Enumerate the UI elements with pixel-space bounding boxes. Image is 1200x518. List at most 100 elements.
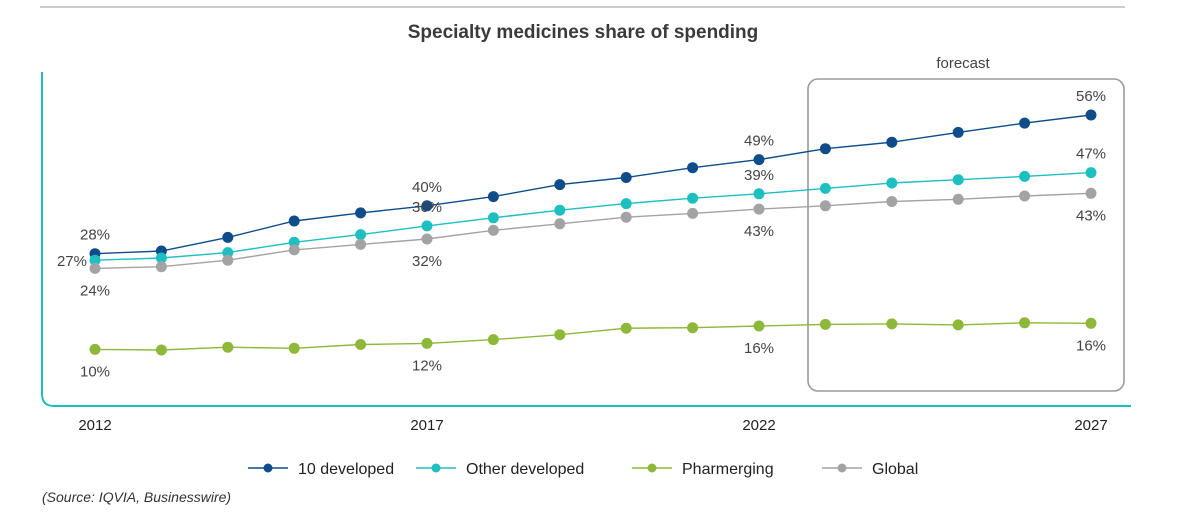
data-label-10-developed: 28% <box>80 227 110 244</box>
data-point-other-developed <box>155 252 167 264</box>
data-point-pharmerging <box>155 344 167 356</box>
legend-label-pharmerging: Pharmerging <box>682 461 774 478</box>
data-label-other-developed: 27% <box>57 253 87 270</box>
forecast-box <box>807 78 1125 392</box>
data-point-other-developed <box>1019 170 1031 182</box>
data-point-global <box>620 211 632 223</box>
data-point-global <box>952 193 964 205</box>
data-point-10-developed <box>819 143 831 155</box>
data-point-global <box>89 262 101 274</box>
data-point-10-developed <box>355 207 367 219</box>
data-point-other-developed <box>355 229 367 241</box>
x-axis-ticks: 2012 2017 2022 2027 <box>78 417 1107 434</box>
data-point-global <box>487 224 499 236</box>
data-point-other-developed <box>1085 167 1097 179</box>
legend-marker-other-developed <box>431 463 441 473</box>
series-line-10-developed <box>94 114 1092 255</box>
forecast-label: forecast <box>936 55 990 72</box>
data-point-pharmerging <box>554 329 566 341</box>
data-label-other-developed: 47% <box>1076 146 1106 163</box>
data-point-pharmerging <box>89 343 101 355</box>
data-label-global: 43% <box>744 223 774 240</box>
data-point-pharmerging <box>1019 317 1031 329</box>
data-point-pharmerging <box>222 341 234 353</box>
chart-title: Specialty medicines share of spending <box>408 22 759 43</box>
legend-label-10-developed: 10 developed <box>298 461 394 478</box>
plot-frame <box>41 72 1131 407</box>
series-line-other-developed <box>94 171 1092 261</box>
x-tick-label: 2017 <box>410 417 443 434</box>
data-point-pharmerging <box>620 322 632 334</box>
data-point-global <box>355 238 367 250</box>
data-label-pharmerging: 16% <box>744 340 774 357</box>
data-point-global <box>222 254 234 266</box>
data-point-global <box>155 261 167 273</box>
data-point-10-developed <box>886 136 898 148</box>
legend: 10 developed Other developed Pharmerging Gl… <box>248 461 918 478</box>
data-point-other-developed <box>620 198 632 210</box>
data-point-10-developed <box>1019 117 1031 129</box>
data-point-10-developed <box>1085 109 1097 121</box>
legend-item-global: Global <box>822 461 918 478</box>
data-point-pharmerging <box>753 320 765 332</box>
legend-label-other-developed: Other developed <box>466 461 584 478</box>
data-point-other-developed <box>819 182 831 194</box>
data-label-global: 24% <box>80 282 110 299</box>
data-point-10-developed <box>620 172 632 183</box>
data-label-global: 32% <box>412 253 442 270</box>
data-label-pharmerging: 12% <box>412 357 442 374</box>
data-point-pharmerging <box>288 342 300 354</box>
legend-item-pharmerging: Pharmerging <box>632 461 774 478</box>
data-point-global <box>288 244 300 256</box>
legend-marker-global <box>837 463 847 473</box>
x-tick-label: 2022 <box>742 417 775 434</box>
data-point-10-developed <box>487 191 499 203</box>
data-point-pharmerging <box>886 318 898 330</box>
series-line-pharmerging <box>94 322 1092 351</box>
data-label-pharmerging: 16% <box>1076 337 1106 354</box>
data-point-pharmerging <box>819 318 831 330</box>
legend-marker-10-developed <box>263 463 273 473</box>
source-note: (Source: IQVIA, Businesswire) <box>42 489 231 505</box>
data-point-other-developed <box>554 204 566 216</box>
data-point-other-developed <box>753 188 765 200</box>
data-point-global <box>819 200 831 212</box>
data-point-global <box>421 233 433 245</box>
data-label-other-developed: 39% <box>744 167 774 184</box>
legend-marker-pharmerging <box>647 463 657 473</box>
data-label-pharmerging: 10% <box>80 363 110 380</box>
data-point-10-developed <box>687 162 699 174</box>
data-label-other-developed: 36% <box>412 199 442 216</box>
data-point-global <box>1019 190 1031 202</box>
data-point-pharmerging <box>355 339 367 350</box>
data-point-other-developed <box>687 192 699 204</box>
data-point-other-developed <box>421 220 433 232</box>
x-tick-label: 2027 <box>1074 417 1107 434</box>
data-point-global <box>1085 187 1097 199</box>
data-point-other-developed <box>487 212 499 224</box>
data-point-10-developed <box>753 154 765 166</box>
data-label-layer: 28% 40% 49% 56% 27% 36% 39% 47% 10% 12% 16% 16% 24% 3… <box>57 88 1106 380</box>
data-point-10-developed <box>288 215 300 227</box>
x-tick-label: 2012 <box>78 417 111 434</box>
data-point-other-developed <box>886 177 898 189</box>
data-point-10-developed <box>554 179 566 191</box>
data-point-10-developed <box>222 231 234 243</box>
data-point-other-developed <box>222 247 234 259</box>
data-point-global <box>886 196 898 207</box>
data-label-global: 43% <box>1076 207 1106 224</box>
data-point-global <box>753 203 765 215</box>
data-point-pharmerging <box>687 322 699 334</box>
data-point-other-developed <box>288 236 300 248</box>
data-point-10-developed <box>952 126 964 138</box>
data-point-pharmerging <box>487 334 499 346</box>
data-point-other-developed <box>89 254 101 266</box>
data-point-pharmerging <box>421 337 433 349</box>
data-label-10-developed: 49% <box>744 133 774 150</box>
data-point-global <box>554 218 566 230</box>
legend-item-10-developed: 10 developed <box>248 461 394 478</box>
data-label-10-developed: 56% <box>1076 88 1106 105</box>
legend-label-global: Global <box>872 461 918 478</box>
legend-item-other-developed: Other developed <box>416 461 584 478</box>
